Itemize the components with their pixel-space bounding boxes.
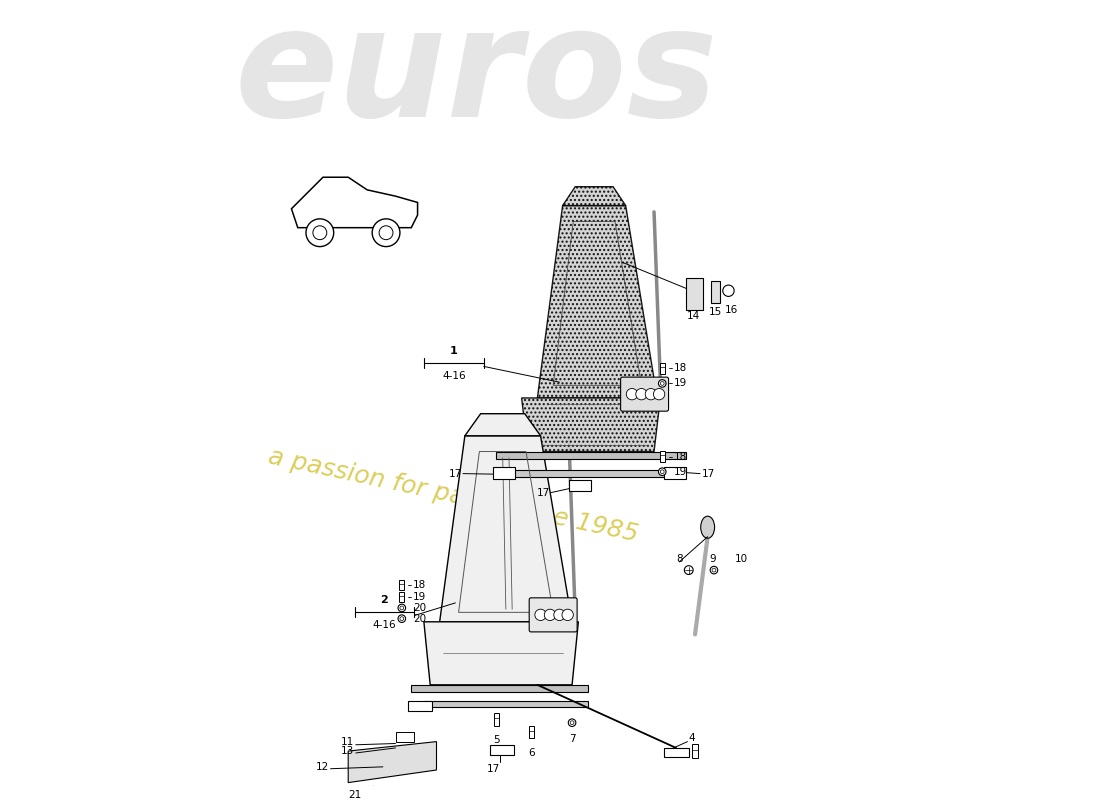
- Bar: [491, 745, 514, 755]
- Circle shape: [684, 566, 693, 574]
- Bar: [396, 732, 415, 742]
- Text: 1: 1: [450, 346, 458, 356]
- Text: 6: 6: [528, 748, 535, 758]
- Bar: [494, 714, 499, 726]
- Text: 18: 18: [673, 363, 686, 374]
- Circle shape: [372, 219, 400, 246]
- Circle shape: [570, 721, 574, 725]
- Text: 19: 19: [673, 466, 686, 477]
- Bar: [496, 451, 685, 459]
- Bar: [660, 451, 664, 462]
- Bar: [408, 701, 432, 710]
- Text: 16: 16: [725, 305, 738, 314]
- Circle shape: [306, 219, 333, 246]
- Text: 18: 18: [673, 451, 686, 462]
- Bar: [529, 726, 534, 738]
- Text: a passion for parts since 1985: a passion for parts since 1985: [266, 444, 640, 546]
- Text: 9: 9: [710, 554, 716, 564]
- Circle shape: [553, 609, 565, 621]
- Circle shape: [569, 719, 576, 726]
- FancyBboxPatch shape: [620, 377, 669, 411]
- Circle shape: [660, 470, 664, 474]
- Text: 21: 21: [348, 790, 361, 800]
- Bar: [493, 467, 515, 478]
- Circle shape: [398, 615, 406, 622]
- Circle shape: [398, 604, 406, 612]
- Text: 2: 2: [381, 594, 388, 605]
- Text: 20: 20: [414, 614, 427, 624]
- Bar: [660, 362, 664, 374]
- Bar: [424, 701, 587, 707]
- Polygon shape: [465, 414, 540, 436]
- Text: 4-16: 4-16: [442, 371, 465, 381]
- Text: 7: 7: [569, 734, 575, 744]
- Circle shape: [535, 609, 547, 621]
- Polygon shape: [349, 742, 437, 782]
- Circle shape: [562, 609, 573, 621]
- Circle shape: [379, 226, 393, 240]
- Circle shape: [626, 389, 638, 400]
- Bar: [509, 470, 680, 477]
- FancyBboxPatch shape: [529, 598, 578, 632]
- Text: 20: 20: [414, 603, 427, 613]
- Text: 14: 14: [686, 311, 700, 321]
- Bar: [685, 278, 703, 310]
- Circle shape: [711, 566, 717, 574]
- Text: 10: 10: [735, 554, 748, 564]
- Circle shape: [660, 382, 664, 386]
- Text: 15: 15: [708, 306, 723, 317]
- Circle shape: [400, 617, 404, 621]
- Polygon shape: [424, 622, 579, 685]
- Ellipse shape: [701, 516, 715, 538]
- Text: 19: 19: [673, 378, 686, 389]
- Circle shape: [400, 606, 404, 610]
- Text: 11: 11: [341, 737, 354, 746]
- Bar: [711, 282, 720, 303]
- Polygon shape: [521, 398, 660, 451]
- Bar: [569, 480, 591, 491]
- Text: euros: euros: [234, 0, 718, 149]
- Text: 8: 8: [675, 554, 682, 564]
- Polygon shape: [538, 206, 657, 398]
- Circle shape: [646, 389, 657, 400]
- Text: 17: 17: [702, 469, 715, 478]
- Text: 4-16: 4-16: [373, 620, 396, 630]
- Circle shape: [653, 389, 664, 400]
- Bar: [663, 748, 689, 758]
- Bar: [411, 685, 587, 693]
- Circle shape: [636, 389, 647, 400]
- Bar: [692, 744, 697, 758]
- Circle shape: [544, 609, 556, 621]
- Polygon shape: [562, 186, 626, 206]
- Bar: [399, 591, 405, 602]
- Circle shape: [367, 786, 380, 798]
- Circle shape: [659, 468, 666, 475]
- Text: 19: 19: [414, 591, 427, 602]
- Circle shape: [712, 568, 716, 572]
- Bar: [399, 580, 405, 590]
- Bar: [663, 467, 685, 478]
- Text: 12: 12: [316, 762, 329, 772]
- Circle shape: [723, 285, 734, 297]
- Text: 17: 17: [486, 764, 499, 774]
- Text: 17: 17: [449, 469, 462, 478]
- Circle shape: [659, 380, 666, 387]
- Text: 13: 13: [341, 746, 354, 756]
- Text: 4: 4: [689, 734, 695, 743]
- Polygon shape: [440, 436, 572, 622]
- Circle shape: [312, 226, 327, 240]
- Text: 18: 18: [414, 580, 427, 590]
- Text: 17: 17: [537, 487, 550, 498]
- Text: 5: 5: [493, 735, 499, 746]
- Polygon shape: [292, 178, 418, 228]
